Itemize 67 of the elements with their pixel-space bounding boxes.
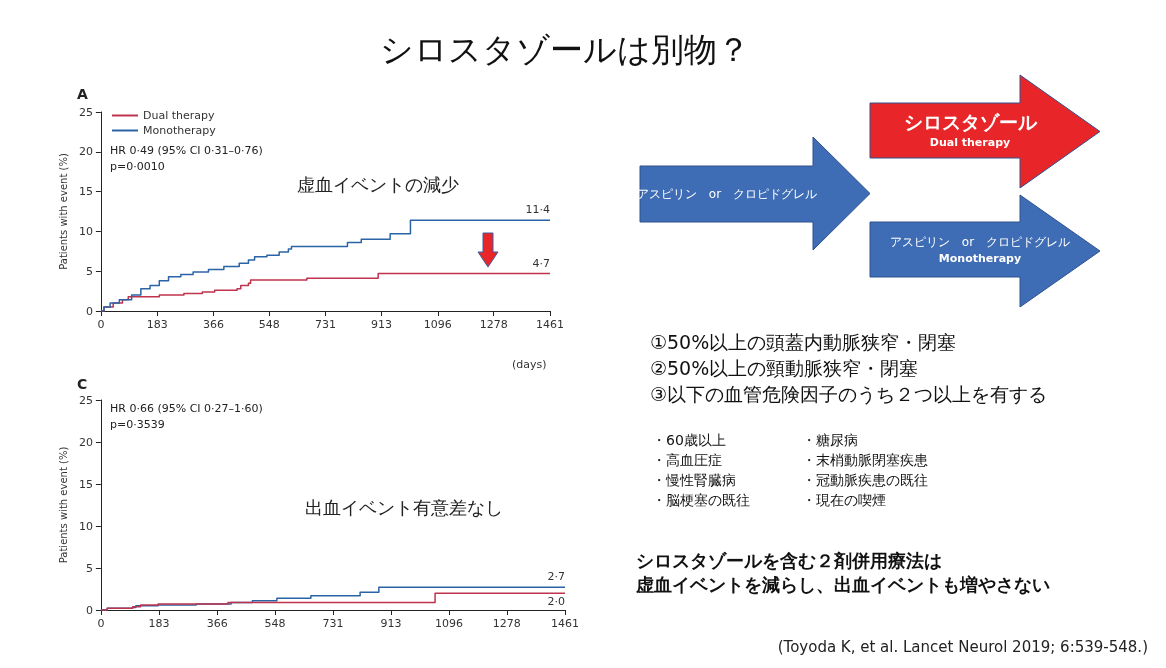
y-tick-label: 5 [85, 561, 93, 575]
text: ・高血圧症 [652, 452, 722, 470]
x-tick-label: 1461 [536, 318, 564, 331]
annotation: 4·7 [532, 256, 550, 271]
y-axis-title: Patients with event (%) [57, 446, 69, 564]
text: Dual therapy [928, 136, 1012, 149]
x-tick-label: 731 [322, 617, 344, 630]
x-tick-label: 913 [380, 617, 402, 630]
y-tick-label: 25 [78, 105, 93, 119]
y-tick-label: 20 [78, 435, 93, 449]
text: ・糖尿病 [802, 432, 858, 450]
y-tick-label: 20 [78, 145, 93, 159]
annotation: 2·7 [547, 570, 565, 585]
x-tick-label: 1096 [423, 318, 452, 331]
annotation: 虚血イベントの減少 [297, 173, 459, 195]
x-tick-label: 1278 [492, 617, 521, 630]
text: ②50%以上の頸動脈狭窄・閉塞 [650, 356, 919, 381]
text: ・脳梗塞の既往 [652, 492, 750, 510]
annotation: 11·4 [525, 203, 550, 218]
text: シロスタゾール [902, 110, 1038, 135]
y-tick-label: 0 [85, 304, 93, 318]
x-tick-label: 0 [97, 318, 105, 331]
annotation: p=0·0010 [110, 160, 165, 173]
y-tick-label: 10 [78, 519, 93, 533]
x-tick-label: 548 [258, 318, 280, 331]
y-tick-label: 25 [78, 393, 93, 407]
x-tick-label: 1096 [435, 617, 464, 630]
text: アスピリン or クロピドグレル [635, 186, 819, 203]
text: 虚血イベントを減らし、出血イベントも増やさない [636, 573, 1050, 597]
y-tick-label: 5 [85, 264, 93, 278]
chart-title: C [77, 376, 88, 392]
x-tick-label: 366 [206, 617, 228, 630]
annotation: HR 0·49 (95% CI 0·31–0·76) [110, 144, 263, 157]
text: Monotherapy [937, 252, 1023, 265]
text: アスピリン or クロピドグレル [888, 234, 1072, 251]
y-axis-title: Patients with event (%) [57, 153, 69, 270]
y-tick-label: 10 [78, 224, 93, 238]
x-tick-label: 731 [315, 318, 337, 331]
annotation: 2·0 [547, 595, 565, 610]
y-tick-label: 15 [78, 185, 93, 199]
x-tick-label: 548 [264, 617, 286, 630]
text: ③以下の血管危険因子のうち２つ以上を有する [650, 382, 1048, 407]
legend-label: Dual therapy [143, 109, 216, 122]
text: ・冠動脈疾患の既往 [802, 472, 928, 490]
text: ・慢性腎臓病 [652, 472, 736, 490]
text: (Toyoda K, et al. Lancet Neurol 2019; 6:539-548.) [777, 638, 1148, 656]
text: ・60歳以上 [652, 432, 726, 450]
text: シロスタゾールを含む２剤併用療法は [636, 549, 942, 573]
x-tick-label: 183 [148, 617, 170, 630]
y-tick-label: 15 [78, 477, 93, 491]
x-tick-label: 1461 [551, 617, 579, 630]
annotation: p=0·3539 [110, 418, 165, 431]
chart-title: A [77, 86, 88, 102]
text: ①50%以上の頭蓋内動脈狭窄・閉塞 [650, 330, 957, 355]
x-tick-label: 366 [202, 318, 224, 331]
y-tick-label: 0 [85, 603, 93, 617]
text: ・末梢動脈閉塞疾患 [802, 452, 928, 470]
x-tick-label: 183 [146, 318, 168, 331]
x-axis-title: (days) [512, 358, 547, 371]
legend-label: Monotherapy [143, 124, 217, 137]
text: ・現在の喫煙 [802, 492, 886, 510]
x-tick-label: 913 [371, 318, 393, 331]
annotation: HR 0·66 (95% CI 0·27–1·60) [110, 402, 263, 415]
text: シロスタゾールは別物？ [379, 29, 751, 71]
annotation: 出血イベント有意差なし [305, 496, 503, 518]
x-tick-label: 0 [97, 617, 105, 630]
x-tick-label: 1278 [479, 318, 508, 331]
